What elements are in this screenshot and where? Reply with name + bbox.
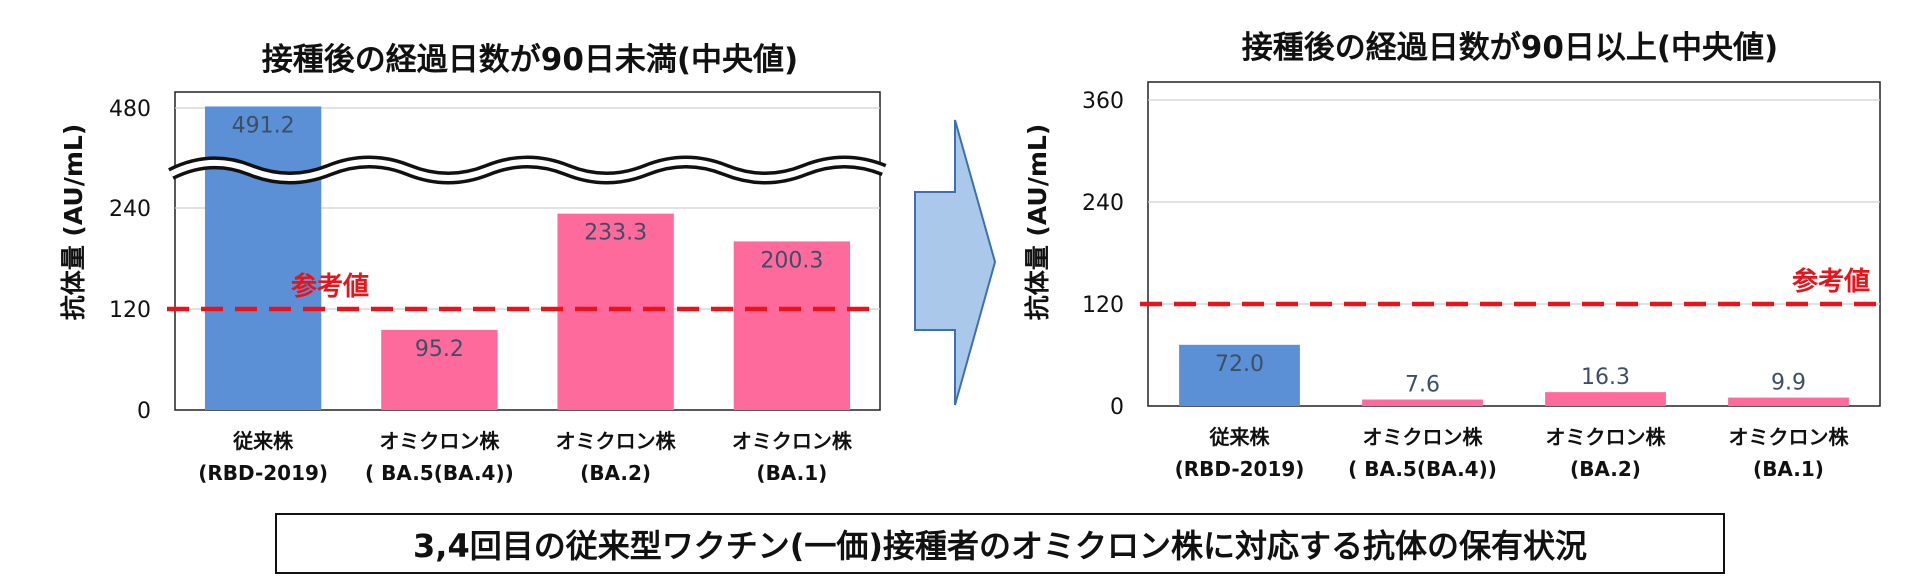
chart2-bar [1545, 392, 1666, 406]
chart2-data-label: 72.0 [1215, 352, 1264, 377]
chart2-category-label: (BA.1) [1753, 457, 1824, 481]
chart1-category-label: (RBD-2019) [198, 461, 328, 485]
chart1-bar [204, 106, 322, 411]
chart1-category-label: (BA.2) [580, 461, 651, 485]
chart2-y-tick-label: 120 [1082, 293, 1124, 318]
chart1-y-tick-label: 480 [109, 97, 151, 122]
chart2-data-label: 7.6 [1405, 373, 1440, 398]
chart2-y-tick-label: 0 [1110, 395, 1124, 420]
chart2-data-label: 9.9 [1771, 371, 1806, 396]
chart1-bar [557, 213, 674, 410]
chart1-bar [381, 329, 498, 410]
chart2-category-label: 従来株 [1209, 425, 1271, 449]
chart1-bar [733, 241, 851, 410]
chart2-category-label: (BA.2) [1570, 457, 1641, 481]
chart1-category-label: ( BA.5(BA.4)) [365, 461, 514, 485]
chart1-category-label: オミクロン株 [379, 429, 500, 453]
chart2-title: 接種後の経過日数が90日以上(中央値) [1241, 30, 1779, 66]
chart1-y-tick-label: 120 [109, 298, 151, 323]
chart2-y-tick-label: 360 [1082, 89, 1124, 114]
chart2-reference-label: 参考値 [1792, 266, 1870, 297]
chart2-bar [1179, 344, 1300, 406]
chart1-category-label: オミクロン株 [556, 429, 677, 453]
chart1-data-label: 200.3 [760, 248, 823, 273]
chart1-category-label: 従来株 [232, 429, 294, 453]
chart2-category-label: オミクロン株 [1363, 425, 1484, 449]
footer-caption: 3,4回目の従来型ワクチン(一価)接種者のオミクロン株に対応する抗体の保有状況 [275, 513, 1725, 574]
chart1-title: 接種後の経過日数が90日未満(中央値) [261, 42, 799, 78]
chart1-data-label: 491.2 [232, 113, 295, 138]
chart1-category-label: オミクロン株 [732, 429, 853, 453]
chart1-reference-label: 参考値 [291, 271, 369, 302]
chart1-data-label: 95.2 [415, 337, 464, 362]
chart1-y-tick-label: 0 [137, 399, 151, 424]
chart2-category-label: オミクロン株 [1546, 425, 1667, 449]
chart1-category-label: (BA.1) [756, 461, 827, 485]
right-block-arrow-icon [914, 119, 997, 406]
chart2-y-tick-label: 240 [1082, 191, 1124, 216]
chart2-category-label: ( BA.5(BA.4)) [1348, 457, 1497, 481]
chart1-data-label: 233.3 [584, 221, 647, 246]
chart2-category-label: オミクロン株 [1729, 425, 1850, 449]
chart2-bar [1362, 399, 1483, 406]
chart2-data-label: 16.3 [1581, 365, 1630, 390]
chart2-bar [1728, 397, 1849, 406]
chart1-axis-break-wave-icon [169, 159, 886, 181]
chart1-y-tick-label: 240 [109, 197, 151, 222]
chart2-category-label: (RBD-2019) [1175, 457, 1305, 481]
